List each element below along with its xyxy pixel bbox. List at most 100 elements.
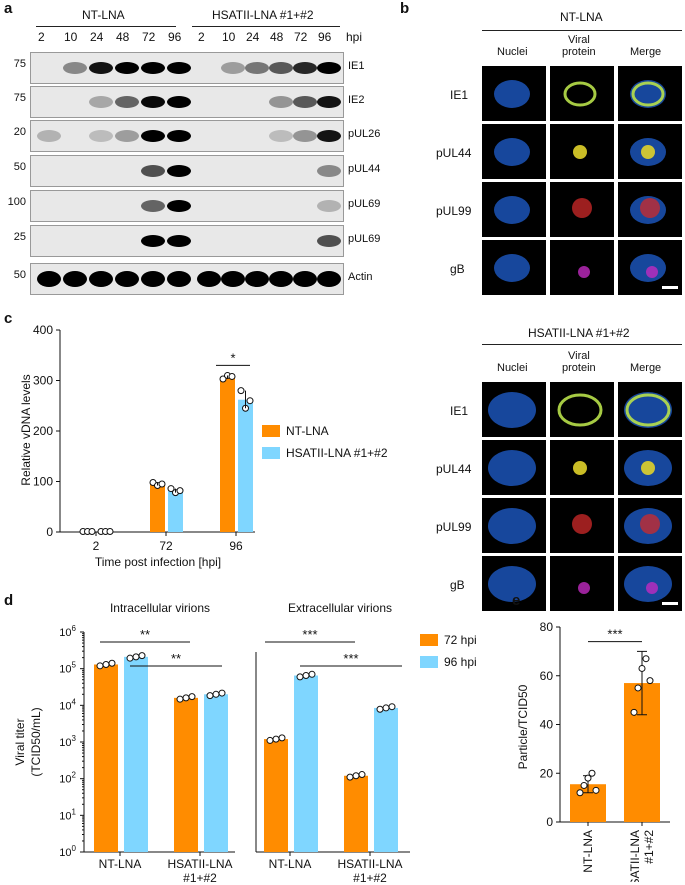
y-tick-exp: 5	[72, 661, 77, 670]
nuclei-image	[482, 240, 546, 295]
bar	[220, 376, 235, 532]
timepoint-label: 10	[64, 30, 78, 44]
y-tick-label: 300	[33, 374, 53, 388]
merge-image	[618, 240, 682, 295]
blot-band	[269, 271, 293, 287]
col-header-merge: Merge	[630, 362, 662, 374]
data-point	[388, 703, 396, 711]
blot-band	[89, 96, 113, 108]
y-tick-label: 104	[59, 697, 76, 712]
signal-shape	[578, 582, 590, 594]
blot-band	[167, 62, 191, 74]
legend-label: 72 hpi	[444, 633, 477, 647]
data-point	[580, 781, 588, 789]
col-header-nuclei: Nuclei	[497, 362, 528, 374]
timepoint-label: 96	[168, 30, 182, 44]
data-point	[176, 695, 184, 703]
blot-band	[115, 130, 139, 142]
x-axis-label: Time post infection [hpi]	[95, 555, 221, 569]
data-point	[237, 387, 245, 395]
x-tick-label: 96	[229, 539, 243, 553]
blot-band	[141, 62, 165, 74]
timepoint-label: 2	[38, 30, 45, 44]
data-point	[592, 786, 600, 794]
y-tick-exp: 4	[72, 697, 77, 706]
viral-protein-image	[550, 66, 614, 121]
signal-shape	[640, 198, 660, 218]
merge-image	[618, 182, 682, 237]
group-line-nt	[36, 26, 176, 27]
blot-band	[221, 271, 245, 287]
nucleus-shape	[630, 80, 666, 108]
panel-b-letter: b	[400, 0, 410, 17]
data-point	[576, 789, 584, 797]
y-tick-label: 40	[540, 718, 554, 732]
blot-band	[141, 200, 165, 212]
legend-swatch	[420, 656, 438, 668]
data-point	[376, 705, 384, 713]
bar	[294, 675, 318, 852]
data-point	[126, 654, 134, 662]
blot-band	[317, 165, 341, 177]
signal-shape	[646, 582, 658, 594]
blot-strip	[30, 86, 344, 118]
bar	[264, 739, 288, 852]
col-header-merge: Merge	[630, 46, 662, 58]
y-tick-exp: 1	[72, 807, 77, 816]
hpi-label: hpi	[346, 30, 363, 44]
bar	[124, 656, 148, 852]
data-point	[630, 708, 638, 716]
timepoint-label: 24	[90, 30, 104, 44]
y-tick-exp: 6	[72, 624, 77, 633]
blot-protein-label: pUL44	[348, 163, 381, 175]
blot-group-hsatii: HSATII-LNA #1+#2	[212, 8, 314, 22]
bar	[150, 484, 165, 532]
if-row-label: gB	[450, 262, 465, 276]
y-tick-label: 103	[59, 734, 76, 749]
legend-swatch	[262, 425, 280, 437]
if-row-label: gB	[450, 578, 465, 592]
nuclei-image	[482, 66, 546, 121]
data-point	[308, 670, 316, 678]
y-axis-label: Particle/TCID50	[516, 684, 530, 769]
sig-marker: ***	[302, 627, 317, 642]
bar	[174, 697, 198, 852]
merge-image	[618, 440, 682, 495]
bar	[344, 775, 368, 852]
x-tick-label: #1+#2	[183, 871, 217, 882]
merge-image	[618, 498, 682, 553]
blot-band	[37, 271, 61, 287]
signal-shape	[641, 145, 655, 159]
y-tick-label: 20	[540, 766, 554, 780]
nuclei-image	[482, 556, 546, 611]
timepoint-label: 72	[142, 30, 156, 44]
panel-c-letter: c	[4, 310, 13, 327]
nuclei-image	[482, 382, 546, 437]
blot-band	[317, 200, 341, 212]
legend-swatch	[262, 447, 280, 459]
if-title-hsatii: HSATII-LNA #1+#2	[528, 326, 630, 340]
x-tick-label: #1+#2	[642, 830, 656, 864]
if-title-line-bottom	[482, 344, 682, 345]
if-row-label: pUL44	[436, 146, 472, 160]
blot-mw-label: 100	[7, 196, 26, 208]
bar	[168, 490, 183, 532]
signal-shape	[640, 514, 660, 534]
blot-band	[89, 271, 113, 287]
blot-mw-label: 75	[13, 92, 26, 104]
panel-a-letter: a	[4, 0, 13, 17]
merge-image	[618, 382, 682, 437]
viral-protein-image	[550, 440, 614, 495]
data-point	[108, 659, 116, 667]
data-point	[584, 774, 592, 782]
blot-band	[317, 62, 341, 74]
scale-bar	[662, 286, 678, 289]
if-row-label: pUL99	[436, 520, 472, 534]
blot-band	[269, 130, 293, 142]
blot-band	[293, 96, 317, 108]
blot-band	[141, 165, 165, 177]
data-point	[272, 735, 280, 743]
data-point	[588, 769, 596, 777]
nucleus-shape	[488, 450, 536, 486]
